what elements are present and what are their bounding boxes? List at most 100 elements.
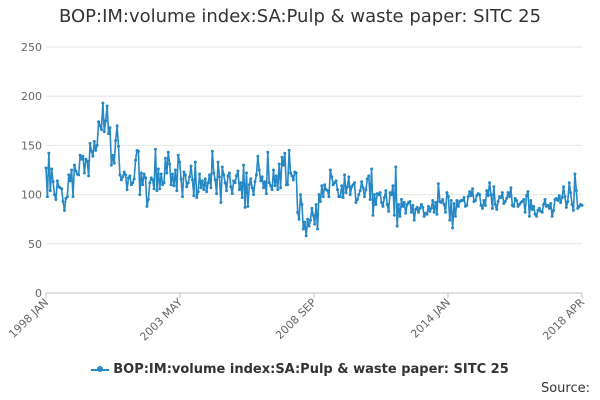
data-point[interactable]	[323, 183, 327, 187]
data-point[interactable]	[153, 147, 157, 151]
data-point[interactable]	[283, 151, 287, 155]
data-point[interactable]	[453, 214, 457, 218]
data-point[interactable]	[166, 150, 170, 154]
data-point[interactable]	[340, 184, 344, 188]
data-point[interactable]	[202, 188, 206, 192]
data-point[interactable]	[425, 212, 429, 216]
data-point[interactable]	[225, 189, 229, 193]
data-point[interactable]	[105, 104, 109, 108]
data-point[interactable]	[426, 204, 430, 208]
data-point[interactable]	[266, 150, 270, 154]
data-point[interactable]	[338, 195, 342, 199]
data-point[interactable]	[499, 196, 503, 200]
data-point[interactable]	[297, 217, 301, 221]
data-point[interactable]	[162, 181, 166, 185]
data-point[interactable]	[182, 170, 186, 174]
data-point[interactable]	[368, 198, 372, 202]
data-point[interactable]	[67, 173, 71, 177]
data-point[interactable]	[281, 163, 285, 167]
data-point[interactable]	[236, 169, 240, 173]
data-point[interactable]	[310, 206, 314, 210]
data-point[interactable]	[220, 165, 224, 169]
data-point[interactable]	[118, 173, 122, 177]
data-point[interactable]	[81, 154, 85, 158]
data-point[interactable]	[53, 193, 57, 197]
data-point[interactable]	[254, 173, 258, 177]
data-point[interactable]	[419, 202, 423, 206]
data-point[interactable]	[247, 183, 251, 187]
data-point[interactable]	[486, 194, 490, 198]
data-point[interactable]	[525, 194, 529, 198]
data-point[interactable]	[428, 209, 432, 213]
data-point[interactable]	[391, 184, 395, 188]
data-point[interactable]	[151, 178, 155, 182]
data-point[interactable]	[571, 208, 575, 212]
data-point[interactable]	[252, 193, 256, 197]
data-point[interactable]	[115, 124, 119, 128]
data-point[interactable]	[401, 204, 405, 208]
data-point[interactable]	[192, 194, 196, 198]
data-point[interactable]	[263, 180, 267, 184]
data-point[interactable]	[335, 188, 339, 192]
data-point[interactable]	[101, 101, 105, 105]
data-point[interactable]	[48, 189, 52, 193]
data-point[interactable]	[145, 204, 149, 208]
data-point[interactable]	[108, 126, 112, 130]
data-point[interactable]	[156, 167, 160, 171]
data-point[interactable]	[165, 171, 169, 175]
data-point[interactable]	[479, 203, 483, 207]
data-point[interactable]	[573, 172, 577, 176]
data-point[interactable]	[144, 176, 148, 180]
data-point[interactable]	[364, 188, 368, 192]
data-point[interactable]	[358, 189, 362, 193]
data-point[interactable]	[273, 184, 277, 188]
data-point[interactable]	[213, 178, 217, 182]
data-point[interactable]	[277, 162, 281, 166]
data-point[interactable]	[80, 157, 84, 161]
data-point[interactable]	[54, 198, 58, 202]
data-point[interactable]	[114, 138, 118, 142]
data-point[interactable]	[198, 172, 202, 176]
data-point[interactable]	[68, 179, 72, 183]
data-point[interactable]	[451, 226, 455, 230]
data-point[interactable]	[385, 202, 389, 206]
legend[interactable]: BOP:IM:volume index:SA:Pulp & waste pape…	[0, 362, 600, 377]
data-point[interactable]	[522, 198, 526, 202]
data-point[interactable]	[212, 171, 216, 175]
data-point[interactable]	[381, 204, 385, 208]
data-point[interactable]	[480, 206, 484, 210]
data-point[interactable]	[159, 172, 163, 176]
data-point[interactable]	[341, 196, 345, 200]
data-point[interactable]	[109, 163, 113, 167]
data-point[interactable]	[243, 205, 247, 209]
data-point[interactable]	[547, 206, 551, 210]
data-point[interactable]	[173, 168, 177, 172]
data-point[interactable]	[47, 151, 51, 155]
data-point[interactable]	[537, 206, 541, 210]
data-point[interactable]	[503, 199, 507, 203]
data-point[interactable]	[397, 202, 401, 206]
data-point[interactable]	[327, 195, 331, 199]
data-point[interactable]	[91, 154, 95, 158]
data-point[interactable]	[374, 202, 378, 206]
data-point[interactable]	[158, 187, 162, 191]
data-point[interactable]	[380, 200, 384, 204]
data-point[interactable]	[529, 199, 533, 202]
data-point[interactable]	[355, 198, 359, 202]
data-point[interactable]	[117, 144, 121, 148]
data-point[interactable]	[488, 181, 492, 185]
data-point[interactable]	[478, 193, 482, 197]
data-point[interactable]	[543, 198, 547, 202]
data-point[interactable]	[408, 199, 412, 203]
data-point[interactable]	[556, 199, 560, 202]
data-point[interactable]	[421, 205, 425, 209]
data-point[interactable]	[304, 234, 308, 238]
data-point[interactable]	[395, 224, 399, 228]
data-point[interactable]	[172, 184, 176, 188]
data-point[interactable]	[301, 227, 305, 231]
data-point[interactable]	[249, 177, 253, 181]
data-point[interactable]	[139, 171, 143, 175]
data-point[interactable]	[88, 141, 92, 145]
data-point[interactable]	[343, 173, 347, 177]
data-point[interactable]	[462, 196, 466, 200]
